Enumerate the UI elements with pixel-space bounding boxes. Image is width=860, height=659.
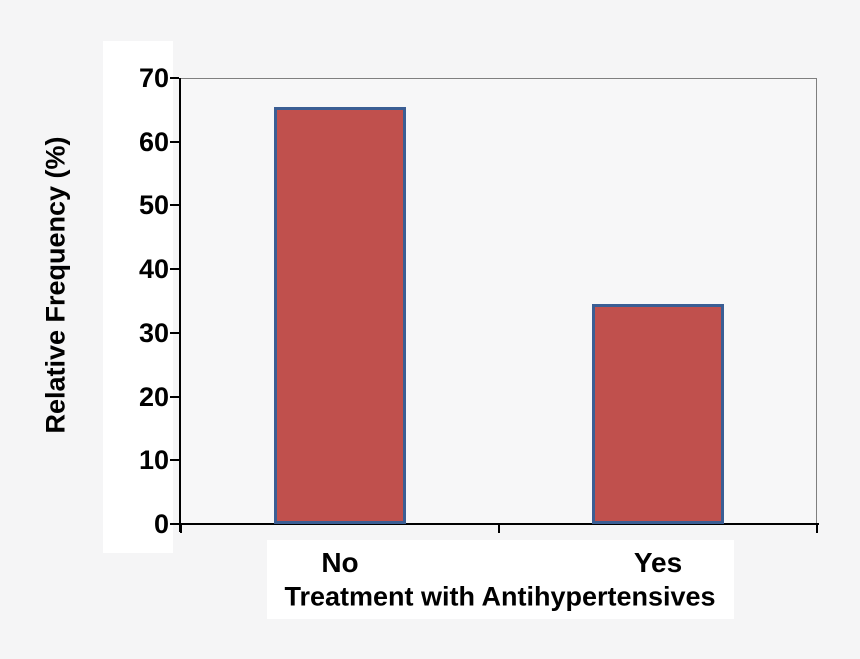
y-tick-label-0: 0 bbox=[153, 509, 169, 539]
y-tick-50 bbox=[170, 204, 179, 207]
y-tick-label-20: 20 bbox=[138, 381, 169, 412]
y-tick-0 bbox=[170, 523, 179, 525]
y-tick-10 bbox=[170, 459, 179, 462]
y-tick-20 bbox=[170, 395, 179, 398]
y-tick-label-strip bbox=[103, 41, 173, 553]
x-axis-label-strip bbox=[267, 540, 734, 619]
bar-yes bbox=[592, 304, 724, 524]
y-tick-60 bbox=[170, 140, 179, 143]
y-tick-label-50: 50 bbox=[138, 190, 169, 221]
x-category-label-yes: Yes bbox=[633, 547, 683, 578]
y-axis-line bbox=[179, 78, 181, 532]
y-tick-label-40: 40 bbox=[138, 254, 169, 285]
bar-no bbox=[274, 106, 406, 524]
x-tick-0 bbox=[180, 524, 182, 533]
y-tick-30 bbox=[170, 331, 179, 334]
y-tick-label-60: 60 bbox=[138, 126, 169, 157]
x-axis-title: Treatment with Antihypertensives bbox=[284, 581, 716, 612]
y-axis-title: Relative Frequency (%) bbox=[40, 136, 71, 434]
y-tick-label-70: 70 bbox=[138, 63, 169, 93]
x-tick-2 bbox=[816, 524, 818, 533]
y-tick-40 bbox=[170, 268, 179, 271]
x-tick-1 bbox=[498, 524, 500, 533]
y-tick-70 bbox=[170, 77, 179, 79]
x-category-label-no: No bbox=[321, 547, 359, 578]
y-tick-label-10: 10 bbox=[138, 445, 169, 476]
y-tick-label-30: 30 bbox=[138, 317, 169, 348]
